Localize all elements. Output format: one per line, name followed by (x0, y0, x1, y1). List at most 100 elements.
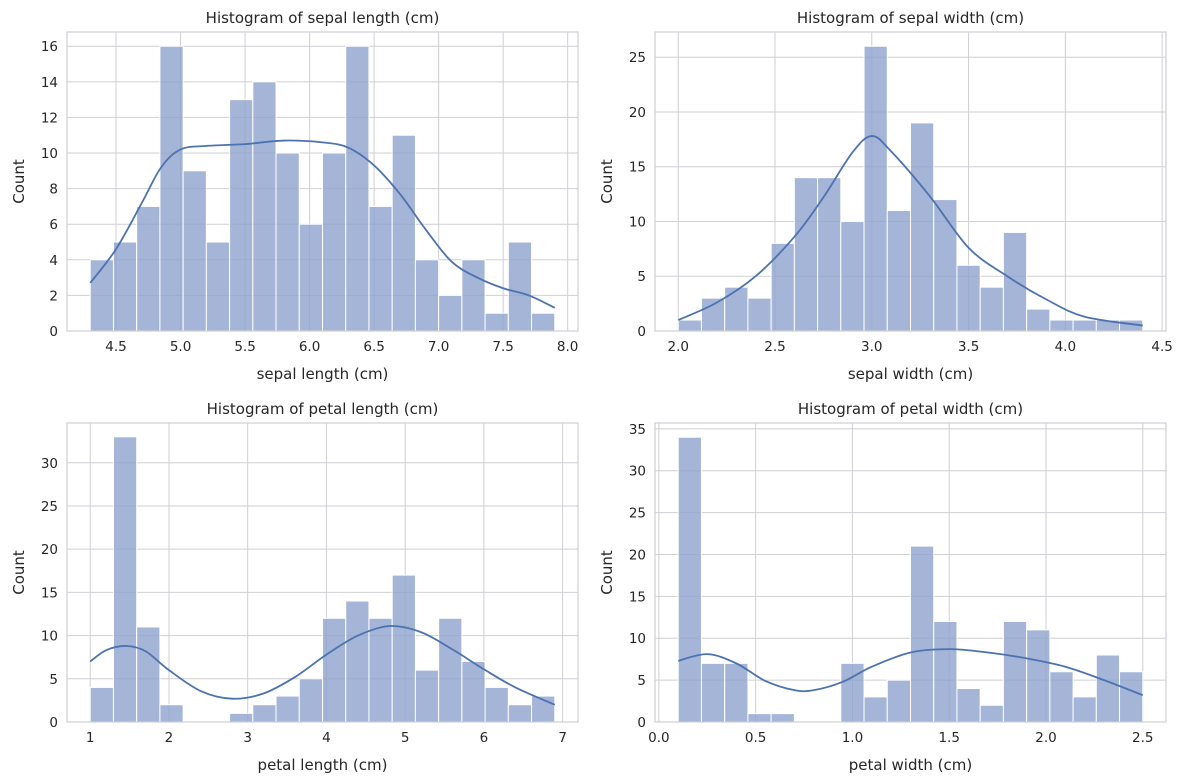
histogram-bar (205, 241, 231, 332)
histogram-bar (747, 713, 772, 723)
histogram-bar (770, 713, 795, 723)
histogram-bar (770, 242, 795, 332)
y-tick-label: 16 (41, 39, 58, 55)
histogram-bar (112, 436, 138, 723)
plot-frame (66, 31, 579, 332)
histogram-panel: 2.0 2.5 3.0 3.5 4.0 4.5 0 5 10 15 20 25 Histogram of… (598, 9, 1173, 383)
histogram-bar (136, 205, 161, 332)
histogram-bar (368, 205, 393, 332)
x-tick-label: 3.0 (861, 339, 882, 355)
plot-frame (654, 31, 1167, 332)
chart-title: Histogram of petal length (cm) (207, 400, 439, 418)
histogram-bar (507, 704, 533, 723)
x-axis-label: petal length (cm) (258, 756, 388, 774)
histogram-bar (979, 704, 1004, 723)
x-tick-label: 1.0 (842, 730, 863, 746)
histogram-bar (677, 436, 702, 723)
histogram-bar (933, 620, 958, 723)
histogram-bar (345, 600, 370, 723)
histogram-bar (89, 686, 114, 723)
histogram-bar (863, 45, 888, 332)
y-tick-label: 2 (49, 288, 58, 304)
y-tick-label: 5 (49, 672, 58, 688)
y-tick-label: 0 (49, 324, 58, 340)
histogram-bar (229, 99, 254, 332)
kde-line (89, 625, 556, 706)
kde-line (677, 648, 1144, 697)
histogram-bar (863, 696, 888, 723)
histogram-bar (724, 662, 749, 723)
histogram-bar (1119, 671, 1144, 723)
y-tick-label: 15 (629, 589, 646, 605)
x-tick-label: 8.0 (557, 339, 578, 355)
x-tick-label: 5 (401, 730, 410, 746)
x-tick-label: 6.0 (299, 339, 320, 355)
histogram-bar (182, 170, 207, 332)
histogram-bar (956, 687, 981, 723)
x-axis-label: sepal width (cm) (848, 365, 973, 383)
histogram-bar (747, 297, 772, 332)
histogram-bar (275, 152, 300, 332)
y-tick-label: 6 (49, 217, 58, 233)
x-tick-label: 0.0 (648, 730, 669, 746)
chart-title: Histogram of sepal length (cm) (206, 9, 440, 27)
x-axis-label: sepal length (cm) (257, 365, 389, 383)
histogram-bar (910, 122, 935, 332)
chart-title: Histogram of petal width (cm) (798, 400, 1023, 418)
histogram-bar (112, 241, 138, 332)
x-tick-label: 3.5 (958, 339, 979, 355)
x-tick-label: 1 (86, 730, 95, 746)
histogram-bar (391, 574, 416, 723)
histogram-bar (322, 152, 347, 332)
y-tick-label: 25 (629, 50, 646, 66)
histogram-bar (345, 45, 370, 332)
histogram-bar (136, 626, 161, 723)
x-tick-label: 2.0 (667, 339, 688, 355)
histogram-bar (1002, 620, 1028, 723)
x-tick-label: 4.5 (1151, 339, 1172, 355)
y-axis-label: Count (598, 550, 616, 595)
histogram-bar (159, 704, 184, 723)
x-tick-label: 0.5 (745, 730, 766, 746)
y-tick-label: 10 (41, 629, 58, 645)
histogram-bar (89, 259, 114, 332)
histogram-bar (414, 669, 440, 723)
y-tick-label: 30 (41, 456, 58, 472)
histogram-bar (1072, 319, 1097, 332)
x-tick-label: 1.5 (938, 730, 959, 746)
x-tick-label: 5.0 (170, 339, 191, 355)
y-tick-label: 25 (629, 506, 646, 522)
histogram-bar (438, 294, 463, 332)
histogram-bar (1026, 308, 1051, 332)
x-tick-label: 2.5 (1132, 730, 1153, 746)
histogram-bar (886, 679, 911, 723)
histogram-panel: 4.5 5.0 5.5 6.0 6.5 7.0 7.5 8.0 0 2 4 6 8 10 12 14 16 His… (10, 9, 579, 383)
histogram-bar (298, 223, 324, 332)
x-tick-label: 6 (480, 730, 489, 746)
histogram-bar (252, 81, 277, 332)
histogram-bar (1072, 696, 1097, 723)
y-tick-label: 0 (49, 715, 58, 731)
y-tick-label: 30 (629, 464, 646, 480)
kde-line (89, 139, 556, 309)
histogram-bar (724, 286, 749, 332)
y-tick-label: 0 (637, 324, 646, 340)
histogram-bar (677, 319, 702, 332)
x-tick-label: 5.5 (234, 339, 255, 355)
histogram-bar (322, 617, 347, 723)
x-tick-label: 2.0 (1035, 730, 1056, 746)
y-tick-label: 5 (637, 269, 646, 285)
histogram-bar (793, 177, 819, 332)
histogram-bar (933, 199, 958, 332)
histogram-bar (368, 617, 393, 723)
x-tick-label: 3 (243, 730, 252, 746)
y-tick-label: 15 (41, 585, 58, 601)
histogram-bar (956, 264, 981, 332)
histogram-bar (298, 678, 324, 723)
histogram-bar (159, 45, 184, 332)
histogram-bar (484, 312, 509, 332)
y-tick-label: 25 (41, 499, 58, 515)
histogram-bar (700, 662, 726, 723)
x-tick-label: 6.5 (363, 339, 384, 355)
histogram-bar (461, 661, 486, 723)
